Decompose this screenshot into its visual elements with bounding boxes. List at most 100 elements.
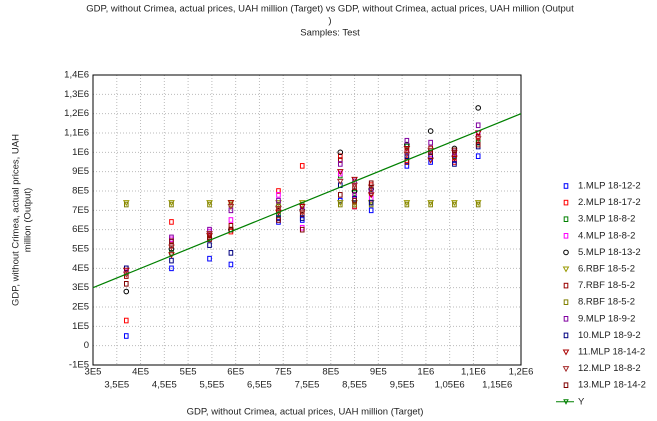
point (403, 200, 411, 207)
point (404, 163, 410, 169)
y-axis-label: million (Output) (23, 188, 34, 252)
y-tick-label: 1,3E6 (64, 89, 89, 100)
y-tick-label: 1,1E6 (64, 128, 89, 139)
legend-label: 10.MLP 18-9-2 (578, 330, 641, 341)
y-tick-label: 6E5 (72, 224, 89, 235)
point (475, 105, 482, 111)
point (169, 257, 174, 264)
point (403, 151, 411, 158)
point (474, 200, 482, 207)
legend-label: 5.MLP 18-13-2 (578, 247, 641, 258)
point (169, 265, 174, 272)
fit-line (92, 113, 522, 289)
point (207, 255, 212, 262)
point (474, 136, 482, 143)
point (168, 246, 175, 252)
point (227, 203, 235, 210)
point (404, 201, 410, 208)
legend-marker (563, 299, 569, 305)
legend-label: Y (578, 396, 585, 407)
x-tick-label: 9,5E5 (390, 380, 415, 391)
legend-label: 2.MLP 18-17-2 (578, 197, 641, 208)
point (368, 199, 374, 206)
point (298, 203, 306, 210)
y-tick-label: 5E5 (72, 244, 89, 255)
point (427, 200, 434, 207)
legend-marker (563, 249, 569, 256)
x-axis-label: GDP, without Crimea, actual prices, UAH … (187, 407, 424, 418)
legend-label: 7.RBF 18-5-2 (578, 280, 635, 291)
point (206, 231, 213, 238)
point (475, 153, 481, 159)
point (337, 201, 343, 208)
point (404, 137, 410, 144)
point (275, 205, 282, 212)
point (403, 145, 411, 152)
point (368, 207, 374, 214)
point (367, 192, 375, 199)
point (337, 170, 343, 177)
point (352, 184, 357, 190)
x-tick-label: 8,5E5 (342, 380, 367, 391)
point (207, 201, 212, 208)
point (337, 153, 343, 159)
x-tick-label: 7,5E5 (295, 380, 320, 391)
point (452, 147, 457, 154)
point (228, 223, 234, 229)
y-tick-label: 4E5 (72, 263, 89, 274)
point (351, 176, 358, 183)
point (122, 200, 130, 207)
x-tick-label: 3E5 (85, 367, 102, 378)
point (475, 141, 481, 148)
chart-title: GDP, without Crimea, actual prices, UAH … (86, 4, 574, 15)
point (227, 200, 235, 207)
point (352, 192, 357, 198)
y-tick-label: 2E5 (72, 302, 89, 313)
x-tick-label: 7E5 (275, 367, 292, 378)
point (228, 250, 234, 256)
point (276, 192, 281, 198)
point (299, 163, 305, 169)
y-tick-label: 7E5 (72, 205, 89, 216)
x-tick-label: 4,5E5 (152, 380, 177, 391)
point (123, 288, 130, 295)
point (122, 267, 130, 274)
point (299, 226, 305, 233)
legend-marker (563, 399, 569, 405)
legend-label: 9.MLP 18-9-2 (578, 313, 635, 324)
x-tick-label: 1,15E6 (482, 380, 512, 391)
point (123, 201, 129, 208)
y-axis-label: GDP, without Crimea, actual prices, UAH (11, 134, 22, 306)
x-tick-label: 1,2E6 (509, 367, 534, 378)
x-tick-label: 1,1E6 (461, 367, 486, 378)
point (352, 201, 357, 208)
y-tick-label: 9E5 (72, 166, 89, 177)
legend-marker (563, 382, 569, 388)
point (368, 180, 374, 187)
legend-label: 13.MLP 18-14-2 (578, 380, 646, 391)
chart-title: ) (328, 16, 331, 27)
legend-label: 8.RBF 18-5-2 (578, 297, 635, 308)
x-tick-label: 6E5 (227, 367, 244, 378)
point (123, 333, 129, 339)
point (168, 200, 175, 207)
point (428, 139, 433, 146)
legend-label: 3.MLP 18-8-2 (578, 214, 635, 225)
legend-label: 12.MLP 18-8-2 (578, 363, 641, 374)
point (169, 219, 174, 225)
point (337, 161, 343, 167)
legend-marker (562, 349, 570, 356)
legend-label: 4.MLP 18-8-2 (578, 230, 635, 241)
legend-marker (562, 366, 570, 373)
legend-marker (563, 199, 569, 206)
point (168, 244, 175, 251)
point (276, 197, 281, 204)
legend-label: 11.MLP 18-14-2 (578, 347, 645, 358)
x-tick-label: 6,5E5 (247, 380, 272, 391)
x-tick-label: 5E5 (180, 367, 197, 378)
point (206, 200, 213, 207)
point (169, 234, 174, 241)
y-tick-label: -1E5 (69, 360, 89, 371)
legend-marker (563, 332, 569, 339)
